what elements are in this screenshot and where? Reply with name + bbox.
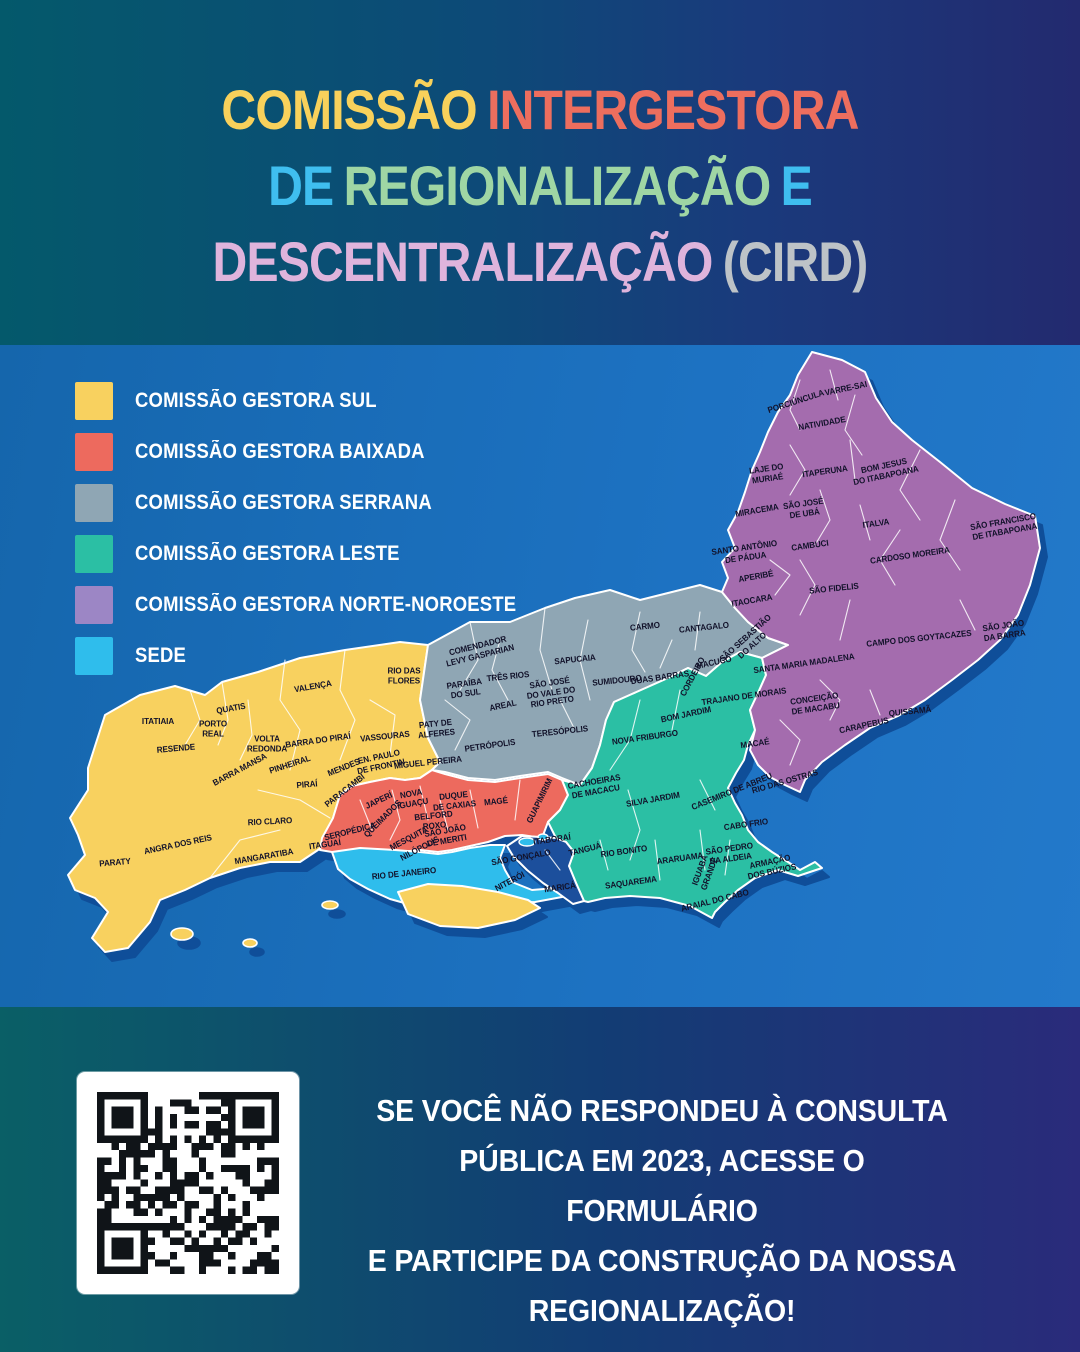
footer-message: SE VOCÊ NÃO RESPONDEU À CONSULTA PÚBLICA…: [367, 1093, 957, 1328]
page-title: COMISSÃO INTERGESTORA DE REGIONALIZAÇÃO E DES…: [0, 72, 1080, 300]
legend-swatch: [75, 382, 113, 420]
qr-code: [97, 1092, 279, 1274]
title-segment: (CIRD): [722, 230, 869, 293]
island: [537, 833, 549, 841]
title-line: DESCENTRALIZAÇÃO (CIRD): [76, 224, 1005, 300]
island: [321, 900, 339, 910]
title-segment: DESCENTRALIZAÇÃO: [212, 230, 714, 293]
island: [518, 837, 536, 847]
island: [170, 927, 194, 941]
legend-item: COMISSÃO GESTORA SUL: [75, 382, 568, 420]
state-map: ITATIAIA PORTO REAL QUATIS RESENDE BARRA MAN…: [0, 345, 1080, 1007]
qr-card: [77, 1072, 299, 1294]
legend-label: COMISSÃO GESTORA NORTE-NOROESTE: [135, 593, 517, 616]
title-segment: REGIONALIZAÇÃO: [343, 154, 772, 217]
legend-item: COMISSÃO GESTORA LESTE: [75, 535, 568, 573]
legend-swatch: [75, 433, 113, 471]
municipality-borders: [184, 369, 976, 881]
legend-label: COMISSÃO GESTORA LESTE: [135, 542, 400, 565]
legend-label: COMISSÃO GESTORA SERRANA: [135, 491, 432, 514]
ilha-grande-island: [397, 883, 541, 929]
title-line: DE REGIONALIZAÇÃO E: [76, 148, 1005, 224]
legend-item: COMISSÃO GESTORA NORTE-NOROESTE: [75, 586, 568, 624]
region-norte-noroeste: [721, 351, 1041, 793]
legend: COMISSÃO GESTORA SUL COMISSÃO GESTORA BAI…: [75, 382, 568, 675]
title-segment: DE: [268, 154, 334, 217]
legend-swatch: [75, 586, 113, 624]
legend-swatch: [75, 637, 113, 675]
legend-item: SEDE: [75, 637, 568, 675]
title-segment: INTERGESTORA: [487, 78, 859, 141]
legend-swatch: [75, 484, 113, 522]
title-line: COMISSÃO INTERGESTORA: [76, 72, 1005, 148]
title-segment: COMISSÃO: [221, 78, 477, 141]
legend-item: COMISSÃO GESTORA SERRANA: [75, 484, 568, 522]
island: [242, 938, 258, 948]
header-band: [0, 0, 1080, 345]
legend-item: COMISSÃO GESTORA BAIXADA: [75, 433, 568, 471]
legend-label: SEDE: [135, 644, 187, 667]
legend-label: COMISSÃO GESTORA SUL: [135, 389, 377, 412]
legend-label: COMISSÃO GESTORA BAIXADA: [135, 440, 425, 463]
title-segment: E: [780, 154, 813, 217]
map-svg: [67, 351, 1041, 953]
legend-swatch: [75, 535, 113, 573]
